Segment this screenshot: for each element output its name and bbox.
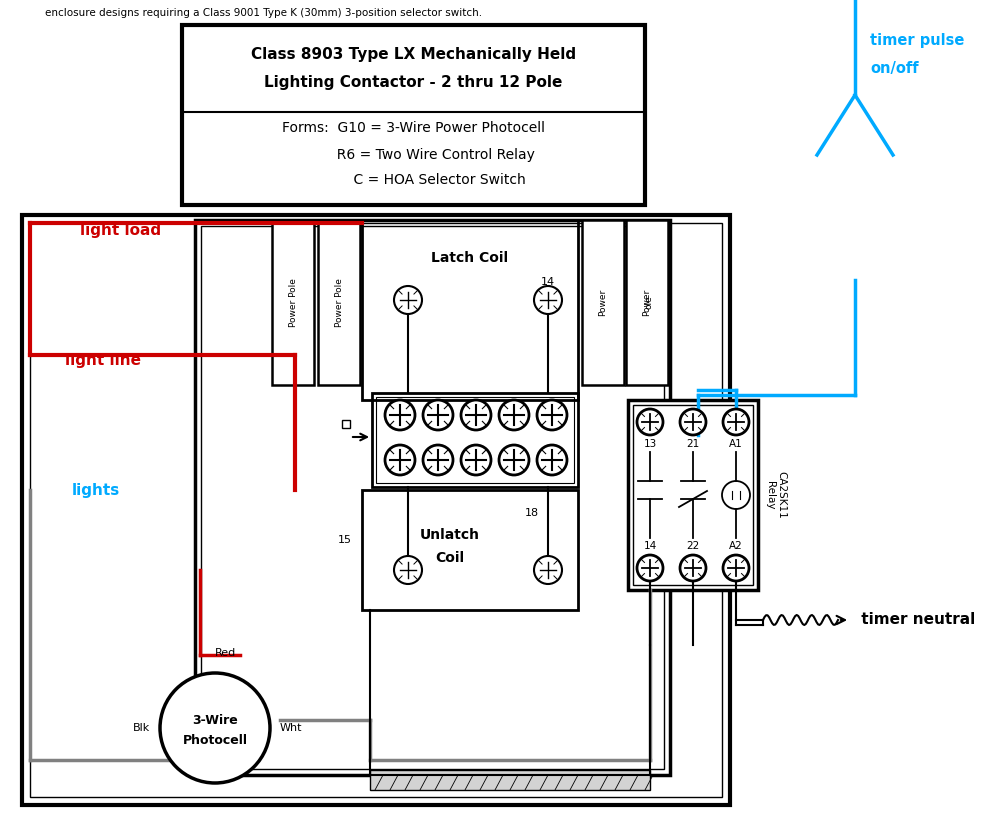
Circle shape [723, 409, 749, 435]
Bar [30, 223, 722, 797]
Circle shape [637, 555, 663, 581]
Circle shape [385, 445, 415, 475]
Circle shape [423, 400, 453, 430]
Bar [201, 226, 664, 769]
Text: light load: light load [80, 222, 161, 237]
Text: A1: A1 [729, 439, 742, 449]
Text: 22: 22 [686, 541, 700, 551]
Circle shape [680, 409, 706, 435]
Text: 18: 18 [525, 508, 540, 518]
Circle shape [537, 445, 567, 475]
Text: C = HOA Selector Switch: C = HOA Selector Switch [301, 173, 526, 187]
Text: Power Pole: Power Pole [335, 278, 344, 327]
Text: R6 = Two Wire Control Relay: R6 = Two Wire Control Relay [293, 148, 535, 162]
Circle shape [534, 556, 562, 584]
Text: Red: Red [215, 648, 237, 658]
Bar [370, 770, 650, 790]
Text: 13: 13 [644, 439, 656, 449]
Bar [362, 490, 578, 610]
Bar [633, 405, 753, 585]
Text: 14: 14 [541, 277, 555, 287]
Circle shape [423, 445, 453, 475]
Text: Power Pole: Power Pole [288, 278, 298, 327]
Circle shape [394, 286, 422, 314]
Bar [318, 220, 360, 385]
Text: 3-Wire: 3-Wire [192, 713, 238, 726]
Bar [22, 215, 730, 805]
Bar [372, 393, 578, 487]
Bar [582, 220, 624, 385]
Bar [342, 420, 350, 428]
Text: lights: lights [72, 482, 120, 497]
Text: 21: 21 [686, 439, 700, 449]
Text: Forms:  G10 = 3-Wire Power Photocell: Forms: G10 = 3-Wire Power Photocell [282, 121, 545, 135]
Text: Coil: Coil [436, 551, 464, 565]
Text: enclosure designs requiring a Class 9001 Type K (30mm) 3-position selector switc: enclosure designs requiring a Class 9001… [45, 8, 482, 18]
Circle shape [385, 400, 415, 430]
Text: Power: Power [599, 289, 608, 316]
Text: Wht: Wht [280, 723, 303, 733]
Circle shape [534, 286, 562, 314]
Bar [376, 397, 574, 483]
Bar [195, 220, 670, 775]
Circle shape [461, 445, 491, 475]
Text: Unlatch: Unlatch [420, 528, 480, 542]
Text: Latch Coil: Latch Coil [432, 251, 509, 265]
Circle shape [680, 555, 706, 581]
Text: Photocell: Photocell [182, 734, 248, 747]
Text: 14: 14 [644, 541, 656, 551]
Circle shape [461, 400, 491, 430]
Bar [182, 25, 645, 205]
Text: 15: 15 [338, 535, 352, 545]
Text: timer pulse: timer pulse [870, 33, 964, 47]
Circle shape [499, 400, 529, 430]
Circle shape [160, 673, 270, 783]
Text: light line: light line [65, 353, 141, 368]
Text: Lighting Contactor - 2 thru 12 Pole: Lighting Contactor - 2 thru 12 Pole [264, 74, 562, 90]
Circle shape [723, 555, 749, 581]
Text: A2: A2 [729, 541, 742, 551]
Text: CA2SK11
Relay: CA2SK11 Relay [765, 471, 787, 519]
Text: Blk: Blk [133, 723, 150, 733]
Text: Power: Power [643, 289, 651, 316]
Bar [362, 220, 578, 400]
Text: Class 8903 Type LX Mechanically Held: Class 8903 Type LX Mechanically Held [250, 47, 576, 63]
Bar [626, 220, 668, 385]
Text: ole: ole [644, 296, 653, 310]
Bar [272, 220, 314, 385]
Circle shape [637, 409, 663, 435]
Circle shape [499, 445, 529, 475]
Circle shape [537, 400, 567, 430]
Text: on/off: on/off [870, 60, 919, 76]
Circle shape [394, 556, 422, 584]
Bar [628, 400, 758, 590]
Text: timer neutral: timer neutral [856, 613, 975, 628]
